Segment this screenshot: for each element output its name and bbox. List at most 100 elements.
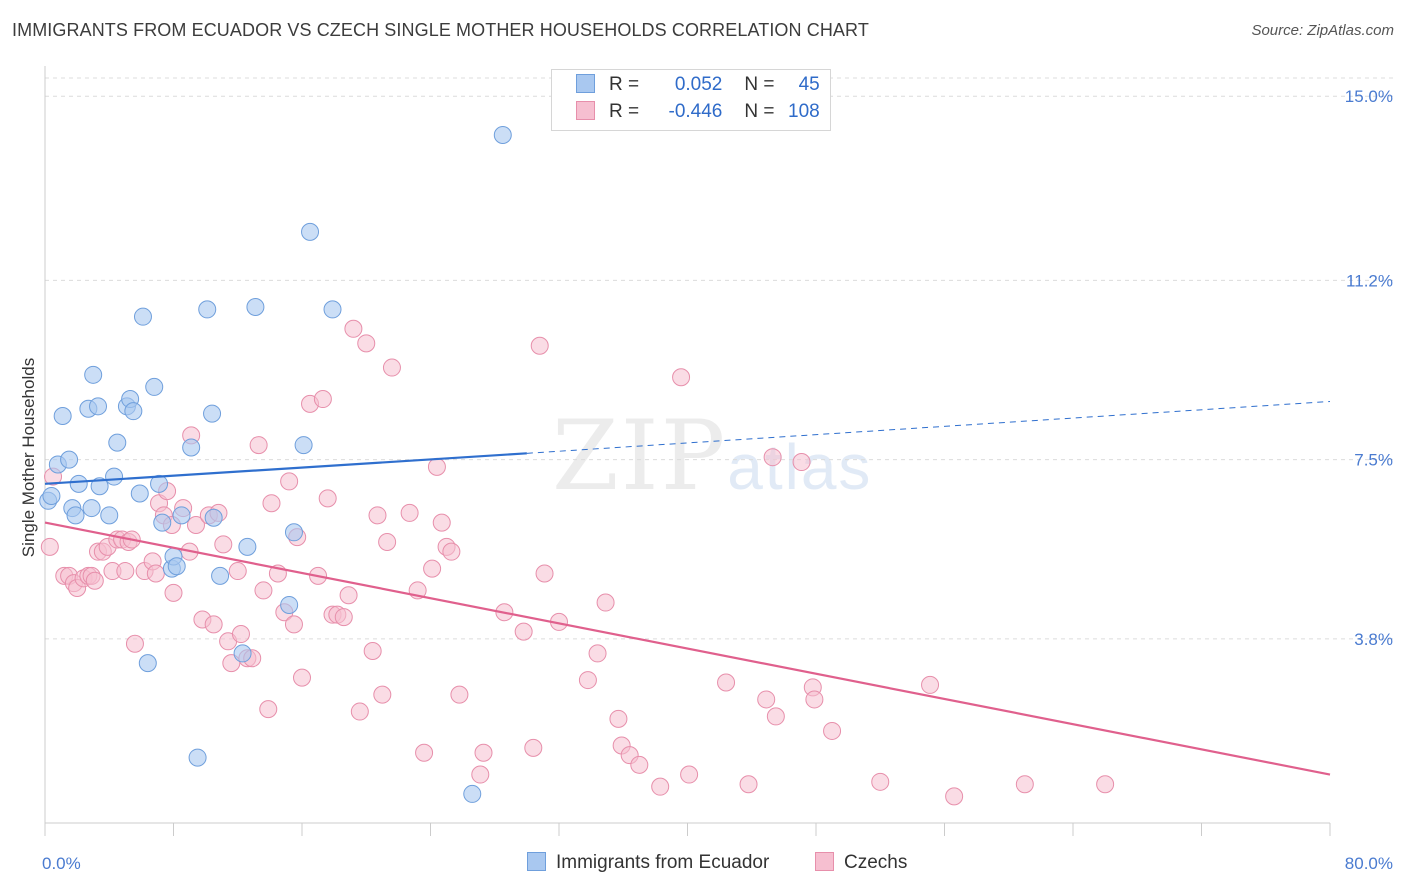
czechs-point: [262, 494, 281, 513]
czechs-point: [651, 777, 670, 796]
ecuador-point: [100, 506, 119, 525]
czechs-point: [334, 608, 353, 627]
czechs-point: [763, 448, 782, 467]
czechs-points: [40, 319, 1115, 806]
legend-n-label: N =: [744, 74, 780, 95]
ecuador-point: [238, 537, 257, 556]
czechs-point: [231, 625, 250, 644]
czechs-point: [400, 503, 419, 522]
czechs-point: [757, 690, 776, 709]
ecuador-point: [167, 557, 186, 576]
czechs-point: [378, 532, 397, 551]
ecuador-point: [211, 566, 230, 585]
czechs-point: [945, 787, 964, 806]
y-tick-label: 7.5%: [1354, 451, 1393, 470]
legend-row-ecuador: R = 0.052 N = 45: [576, 74, 820, 100]
czechs-point: [871, 772, 890, 791]
czechs-point: [427, 457, 446, 476]
czechs-point: [318, 489, 337, 508]
czechs-point: [630, 755, 649, 774]
bottom-legend-swatch-pink: [815, 852, 834, 871]
axes: [44, 66, 1331, 836]
czechs-point: [535, 564, 554, 583]
czechs-point: [382, 358, 401, 377]
bottom-legend-label-ecuador: Immigrants from Ecuador: [556, 852, 770, 873]
czechs-point: [432, 513, 451, 532]
legend-n-value: 45: [798, 74, 820, 95]
watermark: ZIPatlas: [552, 400, 872, 512]
czechs-point: [254, 581, 273, 600]
ecuador-points: [39, 125, 512, 803]
czechs-point: [363, 641, 382, 660]
y-tick-label: 3.8%: [1354, 630, 1393, 649]
legend-r-label: R =: [609, 74, 645, 95]
ecuador-point: [284, 523, 303, 542]
czechs-point: [450, 685, 469, 704]
ecuador-point: [108, 433, 127, 452]
czechs-trend-line: [44, 521, 1331, 776]
x-tick-label: 80.0%: [1345, 854, 1393, 873]
ecuador-point: [172, 506, 191, 525]
czechs-point: [514, 622, 533, 641]
ecuador-point: [145, 377, 164, 396]
czechs-point: [471, 765, 490, 784]
ecuador-point: [204, 508, 223, 527]
czechs-point: [313, 390, 332, 409]
czechs-point: [350, 702, 369, 721]
czechs-point: [259, 700, 278, 719]
ecuador-point: [280, 595, 299, 614]
legend-row-czechs: R = -0.446 N = 108: [576, 101, 820, 127]
czechs-point: [442, 542, 461, 561]
bottom-legend-swatch-blue: [527, 852, 546, 871]
ecuador-point: [133, 307, 152, 326]
ecuador-point: [463, 784, 482, 803]
source-credit: Source: ZipAtlas.com: [1251, 22, 1394, 39]
czechs-point: [357, 334, 376, 353]
ecuador-point: [84, 365, 103, 384]
czechs-point: [423, 559, 442, 578]
chart-title: IMMIGRANTS FROM ECUADOR VS CZECH SINGLE …: [12, 20, 869, 40]
czechs-point: [339, 586, 358, 605]
bottom-legend-czechs: Czechs: [815, 852, 907, 874]
legend-swatch-blue: [576, 74, 595, 93]
czechs-point: [596, 593, 615, 612]
czechs-point: [792, 453, 811, 472]
ecuador-point: [90, 477, 109, 496]
legend-r-label: R =: [609, 101, 645, 122]
x-tick-label: 0.0%: [42, 854, 81, 873]
czechs-point: [186, 516, 205, 535]
czechs-point: [717, 673, 736, 692]
ecuador-point: [493, 125, 512, 144]
watermark-zip: ZIP: [552, 400, 728, 512]
tick-labels: 3.8% 7.5% 11.2% 15.0% 0.0% 80.0% Single Mother…: [19, 87, 1393, 873]
ecuador-point: [138, 654, 157, 673]
ecuador-point: [82, 499, 101, 518]
czechs-point: [146, 564, 165, 583]
czechs-point: [249, 436, 268, 455]
legend-swatch-pink: [576, 101, 595, 120]
czechs-point: [921, 675, 940, 694]
bottom-legend-ecuador: Immigrants from Ecuador: [527, 852, 769, 874]
czechs-point: [344, 319, 363, 338]
bottom-legend-label-czechs: Czechs: [844, 852, 908, 873]
czechs-point: [1096, 775, 1115, 794]
czechs-point: [164, 583, 183, 602]
czechs-point: [373, 685, 392, 704]
ecuador-point: [323, 300, 342, 319]
ecuador-point: [130, 484, 149, 503]
czechs-point: [766, 707, 785, 726]
czechs-point: [578, 671, 597, 690]
ecuador-point: [233, 644, 252, 663]
ecuador-point: [66, 506, 85, 525]
ecuador-point: [53, 407, 72, 426]
legend: R = 0.052 N = 45 R = -0.446 N = 108: [551, 69, 831, 131]
legend-r-value: 0.052: [674, 74, 723, 95]
czechs-point: [823, 721, 842, 740]
trend-lines: [44, 400, 1331, 776]
czechs-point: [40, 537, 59, 556]
czechs-point: [530, 336, 549, 355]
czechs-point: [204, 615, 223, 634]
ecuador-point: [301, 222, 320, 241]
legend-r-value: -0.446: [668, 101, 723, 122]
